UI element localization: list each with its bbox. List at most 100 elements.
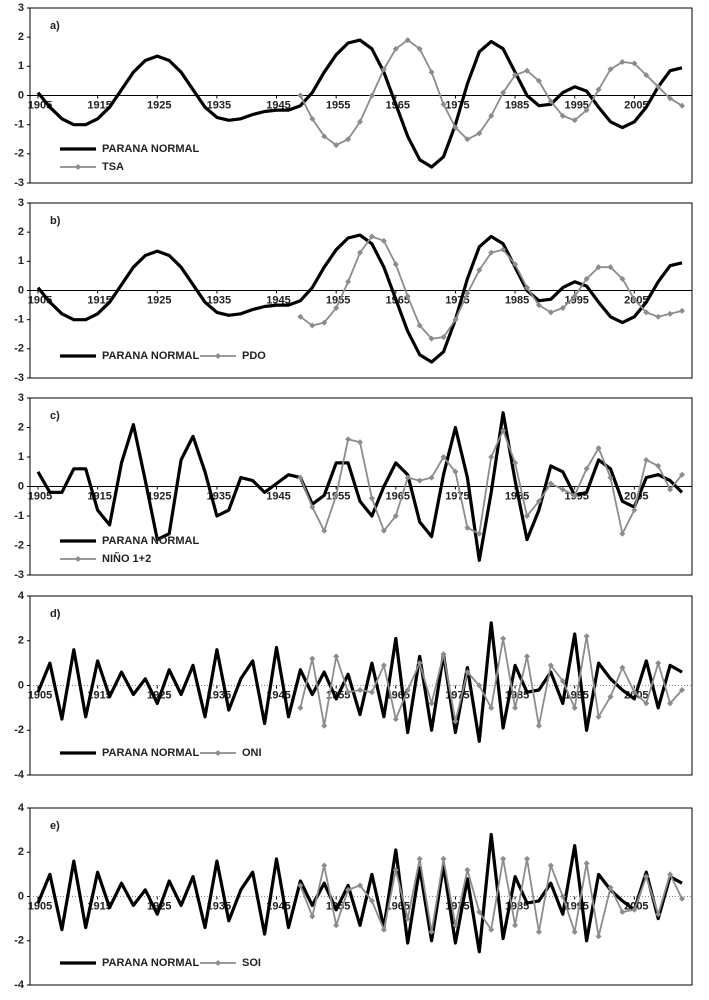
marker [464, 524, 471, 531]
marker [392, 866, 399, 873]
marker [583, 465, 590, 472]
marker [571, 117, 578, 124]
marker [476, 530, 483, 537]
marker [368, 233, 375, 240]
marker [452, 468, 459, 475]
marker [321, 862, 328, 869]
marker [476, 267, 483, 274]
marker [428, 335, 435, 342]
marker [452, 124, 459, 131]
x-tick-label: 1925 [147, 99, 171, 111]
marker [643, 72, 650, 79]
marker [452, 922, 459, 929]
series-line [36, 832, 683, 954]
legend-label: PARANA NORMAL [102, 747, 199, 759]
marker [297, 313, 304, 320]
marker [464, 290, 471, 297]
y-tick-label: -1 [14, 314, 24, 326]
marker [547, 662, 554, 669]
marker [500, 89, 507, 96]
marker [488, 704, 495, 711]
series-line [299, 858, 683, 938]
marker [547, 98, 554, 105]
marker [607, 264, 614, 271]
marker [404, 915, 411, 922]
marker [607, 66, 614, 73]
marker [619, 275, 626, 282]
marker [297, 882, 304, 889]
marker [607, 474, 614, 481]
marker [643, 456, 650, 463]
marker [357, 439, 364, 446]
x-tick-label: 1925 [147, 294, 171, 306]
marker [500, 635, 507, 642]
y-tick-label: -2 [14, 343, 24, 355]
marker [464, 669, 471, 676]
x-tick-label: 1985 [505, 294, 529, 306]
series-line [299, 39, 683, 146]
marker [488, 249, 495, 256]
marker [679, 471, 686, 478]
marker [488, 112, 495, 119]
x-tick-label: 1995 [564, 294, 588, 306]
marker [392, 45, 399, 52]
marker [535, 302, 542, 309]
marker [428, 928, 435, 935]
marker [512, 459, 519, 466]
y-tick-label: 0 [18, 480, 24, 492]
marker [488, 454, 495, 460]
marker [547, 309, 554, 316]
legend-label: TSA [102, 161, 124, 173]
marker [595, 86, 602, 93]
marker [619, 908, 626, 915]
marker [571, 928, 578, 935]
legend-marker [75, 556, 81, 562]
marker [333, 492, 340, 499]
marker [345, 436, 352, 443]
y-tick-label: -2 [14, 148, 24, 160]
marker [631, 689, 638, 696]
marker [655, 660, 662, 667]
marker [512, 922, 519, 929]
marker [404, 474, 411, 481]
marker [583, 107, 590, 114]
marker [428, 69, 435, 76]
marker [440, 101, 447, 108]
marker [321, 133, 328, 140]
marker [476, 908, 483, 915]
series-line [299, 635, 683, 727]
marker [595, 445, 602, 452]
marker [297, 474, 304, 481]
marker [655, 911, 662, 918]
y-tick-label: 3 [18, 2, 24, 14]
marker [440, 454, 447, 460]
marker [607, 693, 614, 700]
legend-marker [215, 960, 221, 966]
panel-label: e) [50, 820, 60, 832]
x-tick-label: 1915 [87, 689, 111, 701]
legend-label: SOI [242, 957, 261, 969]
marker [476, 130, 483, 137]
y-tick-label: 1 [18, 60, 24, 72]
y-tick-label: 0 [18, 284, 24, 296]
marker [679, 307, 686, 314]
marker [345, 136, 352, 143]
y-tick-label: -2 [14, 935, 24, 947]
marker [404, 37, 411, 44]
marker [392, 716, 399, 723]
x-tick-label: 1945 [266, 294, 290, 306]
marker [416, 45, 423, 52]
x-tick-label: 1905 [28, 689, 52, 701]
marker [571, 293, 578, 300]
legend-label: PARANA NORMAL [102, 350, 199, 362]
x-tick-label: 1935 [207, 294, 231, 306]
x-tick-label: 2005 [624, 99, 648, 111]
marker [667, 700, 674, 707]
marker [309, 115, 316, 122]
x-tick-label: 1955 [326, 490, 350, 502]
marker [345, 278, 352, 285]
marker [559, 678, 566, 685]
panel-label: c) [50, 410, 60, 422]
x-tick-label: 1975 [445, 490, 469, 502]
marker [404, 686, 411, 693]
